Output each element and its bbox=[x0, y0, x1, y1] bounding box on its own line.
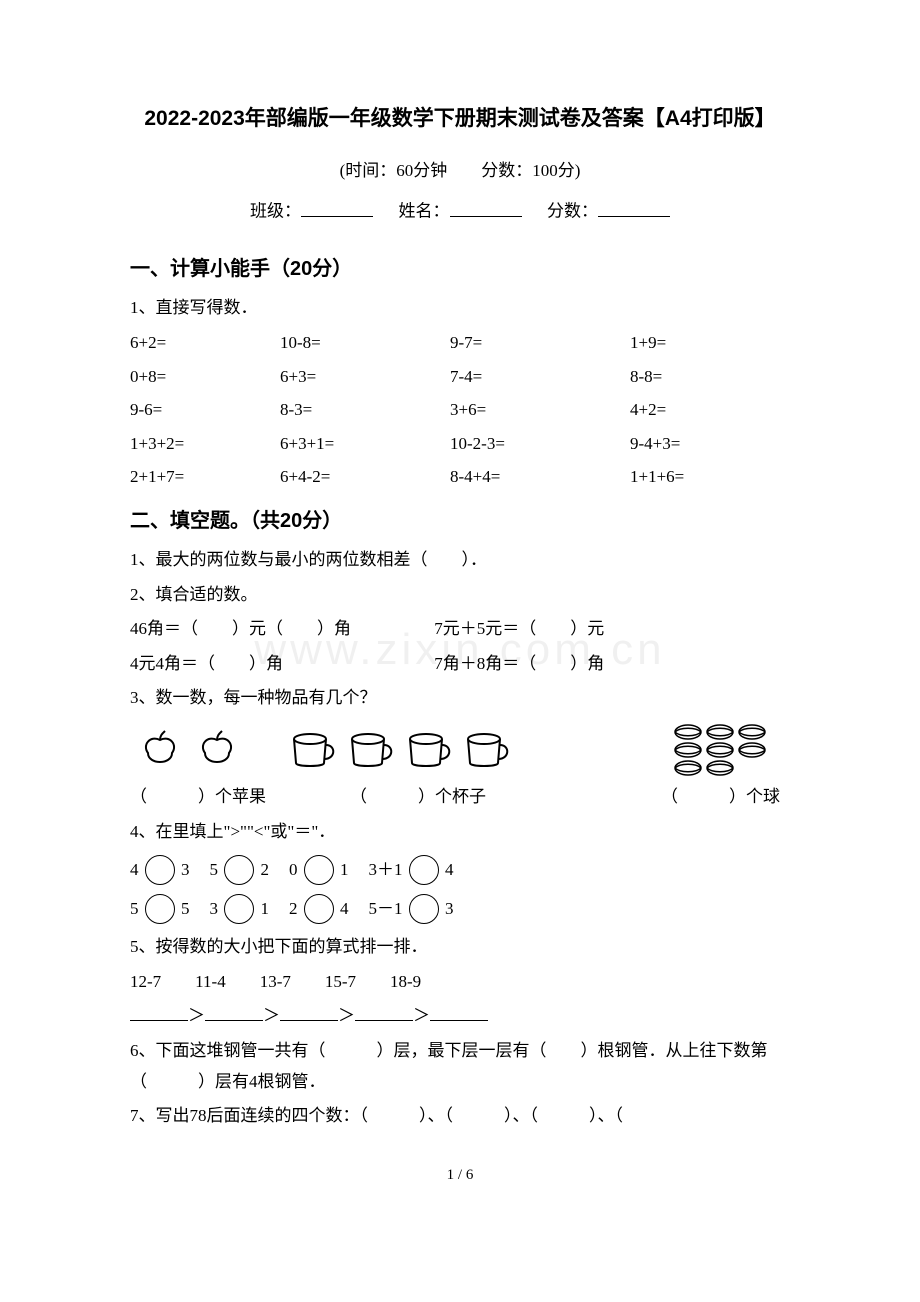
apple-icon bbox=[130, 725, 270, 775]
cmp-left: 2 bbox=[289, 894, 298, 925]
cmp-right: 1 bbox=[340, 855, 349, 886]
cup-group bbox=[290, 725, 520, 775]
calc-cell: 8-3= bbox=[280, 395, 450, 426]
cmp-left: 0 bbox=[289, 855, 298, 886]
s2-q2-line2: 4元4角＝（ ）角 7角＋8角＝（ ）角 bbox=[130, 649, 790, 680]
cmp-left: 5 bbox=[130, 894, 139, 925]
cmp-left: 5－1 bbox=[369, 894, 403, 925]
ball-group bbox=[670, 722, 790, 778]
count-labels-row: （ ）个苹果 （ ）个杯子 （ ）个球 bbox=[130, 782, 790, 813]
cmp-left: 4 bbox=[130, 855, 139, 886]
cmp-right: 3 bbox=[445, 894, 454, 925]
calc-cell: 8-4+4= bbox=[450, 462, 630, 493]
calc-cell: 9-4+3= bbox=[630, 429, 790, 460]
circle-blank bbox=[224, 894, 254, 924]
calc-cell: 6+2= bbox=[130, 328, 280, 359]
cmp-right: 4 bbox=[445, 855, 454, 886]
circle-blank bbox=[145, 855, 175, 885]
calc-cell: 4+2= bbox=[630, 395, 790, 426]
section2-title: 二、填空题。（共20分） bbox=[130, 503, 790, 539]
s2-q7: 7、写出78后面连续的四个数：（ ）、（ ）、（ ）、（ bbox=[130, 1101, 790, 1132]
cup-icon bbox=[290, 725, 520, 775]
circle-blank bbox=[224, 855, 254, 885]
cup-count-label: （ ）个杯子 bbox=[350, 782, 570, 813]
gt-symbol: ＞ bbox=[338, 1006, 355, 1025]
calc-cell: 1+1+6= bbox=[630, 462, 790, 493]
calc-cell: 8-8= bbox=[630, 362, 790, 393]
fill-line: 班级： 姓名： 分数： bbox=[130, 196, 790, 227]
calc-cell: 6+3+1= bbox=[280, 429, 450, 460]
name-blank bbox=[450, 196, 522, 216]
circle-blank bbox=[409, 894, 439, 924]
q2-2-left: 4元4角＝（ ）角 bbox=[130, 649, 430, 680]
ball-icon bbox=[670, 722, 790, 778]
sort-blank bbox=[355, 1003, 413, 1022]
circle-blank bbox=[409, 855, 439, 885]
calc-cell: 9-6= bbox=[130, 395, 280, 426]
calc-cell: 0+8= bbox=[130, 362, 280, 393]
sort-blank bbox=[205, 1003, 263, 1022]
name-label: 姓名： bbox=[399, 202, 450, 221]
calc-cell: 7-4= bbox=[450, 362, 630, 393]
circle-blank bbox=[145, 894, 175, 924]
s2-q1: 1、最大的两位数与最小的两位数相差（ ）． bbox=[130, 545, 790, 576]
section1-title: 一、计算小能手（20分） bbox=[130, 251, 790, 287]
compare-row-1: 4 3 5 2 0 1 3＋1 4 bbox=[130, 855, 790, 886]
s2-q5-items: 12-7 11-4 13-7 15-7 18-9 bbox=[130, 967, 790, 998]
sort-blank bbox=[280, 1003, 338, 1022]
s2-q2-line1: 46角＝（ ）元（ ）角 7元＋5元＝（ ）元 bbox=[130, 614, 790, 645]
compare-row-2: 5 5 3 1 2 4 5－1 3 bbox=[130, 894, 790, 925]
apple-group bbox=[130, 725, 270, 775]
calc-cell: 3+6= bbox=[450, 395, 630, 426]
s1-q1-label: 1、直接写得数． bbox=[130, 293, 790, 324]
calc-cell: 2+1+7= bbox=[130, 462, 280, 493]
apple-count-label: （ ）个苹果 bbox=[130, 782, 350, 813]
calc-cell: 6+4-2= bbox=[280, 462, 450, 493]
cmp-left: 3 bbox=[210, 894, 219, 925]
cmp-right: 1 bbox=[261, 894, 270, 925]
page-footer: 1 / 6 bbox=[130, 1162, 790, 1189]
score-blank bbox=[598, 196, 670, 216]
calc-cell: 10-8= bbox=[280, 328, 450, 359]
calc-row: 0+8= 6+3= 7-4= 8-8= bbox=[130, 362, 790, 393]
cmp-left: 5 bbox=[210, 855, 219, 886]
calc-cell: 9-7= bbox=[450, 328, 630, 359]
q2-1-right: 7元＋5元＝（ ）元 bbox=[434, 619, 604, 638]
circle-blank bbox=[304, 894, 334, 924]
cmp-right: 5 bbox=[181, 894, 190, 925]
s2-q5-label: 5、按得数的大小把下面的算式排一排． bbox=[130, 932, 790, 963]
count-images bbox=[130, 722, 790, 778]
page-title: 2022-2023年部编版一年级数学下册期末测试卷及答案【A4打印版】 bbox=[130, 100, 790, 138]
q2-2-right: 7角＋8角＝（ ）角 bbox=[434, 654, 604, 673]
score-label: 分数： bbox=[547, 202, 598, 221]
calc-cell: 1+9= bbox=[630, 328, 790, 359]
circle-blank bbox=[304, 855, 334, 885]
gt-symbol: ＞ bbox=[263, 1006, 280, 1025]
calc-cell: 6+3= bbox=[280, 362, 450, 393]
s2-q6: 6、下面这堆钢管一共有（ ）层，最下层一层有（ ）根钢管．从上往下数第（ ）层有… bbox=[130, 1036, 790, 1097]
sort-blank bbox=[430, 1003, 488, 1022]
cmp-left: 3＋1 bbox=[369, 855, 403, 886]
cmp-right: 2 bbox=[261, 855, 270, 886]
cmp-right: 3 bbox=[181, 855, 190, 886]
sort-blank bbox=[130, 1003, 188, 1022]
calc-row: 6+2= 10-8= 9-7= 1+9= bbox=[130, 328, 790, 359]
sort-blanks-row: ＞ ＞ ＞ ＞ bbox=[130, 1001, 790, 1032]
gt-symbol: ＞ bbox=[413, 1006, 430, 1025]
calc-cell: 10-2-3= bbox=[450, 429, 630, 460]
class-blank bbox=[301, 196, 373, 216]
calc-row: 9-6= 8-3= 3+6= 4+2= bbox=[130, 395, 790, 426]
calc-row: 1+3+2= 6+3+1= 10-2-3= 9-4+3= bbox=[130, 429, 790, 460]
cmp-right: 4 bbox=[340, 894, 349, 925]
class-label: 班级： bbox=[250, 202, 301, 221]
meta-line: (时间：60分钟 分数：100分) bbox=[130, 156, 790, 187]
s2-q3-label: 3、数一数，每一种物品有几个？ bbox=[130, 683, 790, 714]
s2-q2-label: 2、填合适的数。 bbox=[130, 580, 790, 611]
calc-cell: 1+3+2= bbox=[130, 429, 280, 460]
calc-row: 2+1+7= 6+4-2= 8-4+4= 1+1+6= bbox=[130, 462, 790, 493]
gt-symbol: ＞ bbox=[188, 1006, 205, 1025]
s2-q4-label: 4、在里填上">""<"或"＝"． bbox=[130, 817, 790, 848]
q2-1-left: 46角＝（ ）元（ ）角 bbox=[130, 614, 430, 645]
ball-count-label: （ ）个球 bbox=[570, 782, 790, 813]
